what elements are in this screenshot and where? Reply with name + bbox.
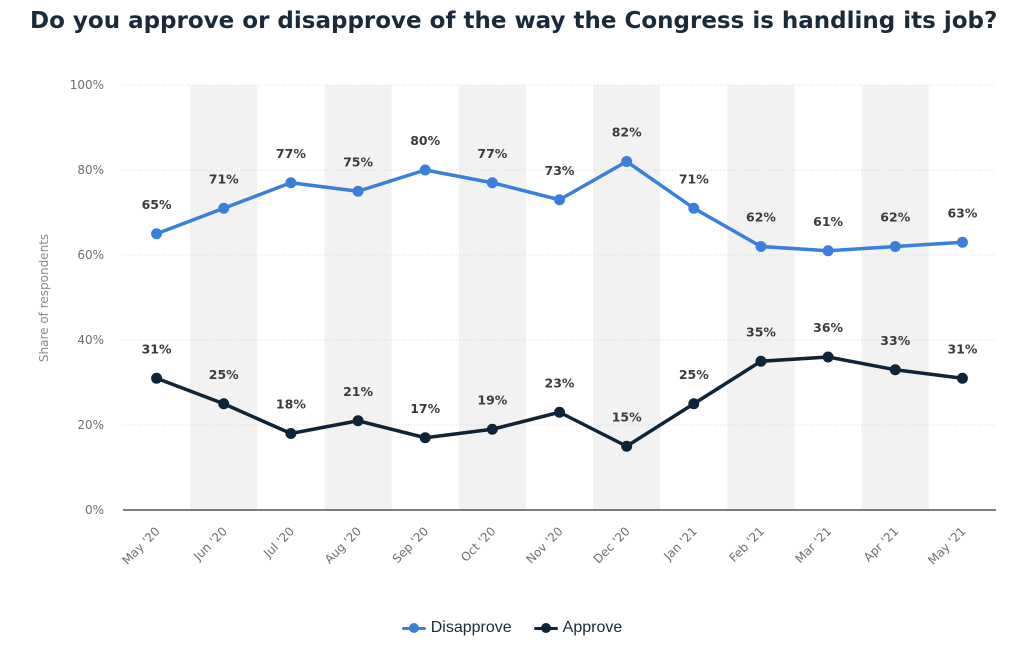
data-label: 80% bbox=[410, 133, 440, 148]
column-band bbox=[861, 85, 929, 510]
data-label: 82% bbox=[612, 125, 642, 140]
y-tick-label: 80% bbox=[77, 163, 104, 177]
x-tick-label: Feb '21 bbox=[726, 524, 767, 565]
x-tick-label: Mar '21 bbox=[792, 524, 834, 566]
data-point[interactable] bbox=[755, 241, 767, 252]
data-point[interactable] bbox=[352, 185, 364, 197]
data-point[interactable] bbox=[755, 355, 767, 367]
series-disapprove: 65% 71% 77% 75% 80% 77% 73% 82% 71% 62% 61% 62% 63% bbox=[142, 125, 978, 257]
data-point[interactable] bbox=[889, 241, 901, 252]
data-label: 17% bbox=[410, 401, 440, 416]
data-label: 15% bbox=[612, 409, 642, 424]
y-tick-label: 40% bbox=[77, 333, 104, 347]
data-label: 71% bbox=[209, 171, 239, 186]
data-label: 77% bbox=[477, 146, 507, 161]
data-label: 71% bbox=[679, 171, 709, 186]
data-label: 77% bbox=[276, 146, 306, 161]
data-point[interactable] bbox=[285, 428, 297, 439]
series-group: 65% 71% 77% 75% 80% 77% 73% 82% 71% 62% 61% 62% 63% 3… bbox=[142, 125, 978, 452]
y-tick-label: 100% bbox=[70, 78, 104, 92]
legend-item-approve[interactable]: Approve bbox=[533, 619, 623, 637]
y-tick-label: 60% bbox=[77, 248, 104, 262]
data-point[interactable] bbox=[285, 177, 297, 189]
data-label: 62% bbox=[746, 210, 776, 225]
legend: Disapprove Approve bbox=[0, 619, 1024, 637]
x-tick-label: Sep '20 bbox=[390, 524, 432, 566]
data-point[interactable] bbox=[822, 245, 834, 257]
x-tick-label: Aug '20 bbox=[322, 524, 364, 566]
column-band bbox=[324, 85, 392, 510]
legend-marker-approve bbox=[533, 622, 558, 634]
column-band bbox=[458, 85, 526, 510]
data-label: 61% bbox=[813, 214, 843, 229]
data-point[interactable] bbox=[419, 164, 431, 176]
column-band bbox=[190, 85, 258, 510]
gridlines bbox=[123, 84, 996, 511]
chart-title: Do you approve or disapprove of the way … bbox=[30, 8, 998, 34]
y-tick-label: 20% bbox=[77, 418, 104, 432]
x-tick-label: Apr '21 bbox=[861, 524, 901, 564]
data-label: 73% bbox=[545, 163, 575, 178]
data-label: 18% bbox=[276, 397, 306, 412]
data-label: 19% bbox=[477, 392, 507, 407]
data-label: 62% bbox=[880, 210, 910, 225]
x-axis-ticks: May '20 Jun '20 Jul '20 Aug '20 Sep '20 Oct '… bbox=[119, 524, 968, 567]
data-label: 31% bbox=[142, 341, 172, 356]
data-point[interactable] bbox=[889, 364, 901, 376]
data-point[interactable] bbox=[151, 228, 163, 240]
x-tick-label: Jun '20 bbox=[190, 524, 230, 564]
y-axis-title: Share of respondents bbox=[37, 234, 51, 362]
data-point[interactable] bbox=[554, 406, 565, 418]
x-tick-label: Jul '20 bbox=[260, 524, 297, 561]
data-point[interactable] bbox=[218, 202, 230, 214]
data-label: 23% bbox=[545, 375, 575, 390]
legend-item-disapprove[interactable]: Disapprove bbox=[401, 619, 512, 637]
data-point[interactable] bbox=[352, 415, 364, 427]
x-tick-label: Dec '20 bbox=[591, 524, 633, 566]
data-label: 65% bbox=[142, 197, 172, 212]
data-label: 36% bbox=[813, 320, 843, 335]
data-label: 25% bbox=[679, 367, 709, 382]
data-point[interactable] bbox=[956, 372, 968, 384]
x-tick-label: Oct '20 bbox=[458, 524, 498, 564]
data-point[interactable] bbox=[218, 398, 230, 410]
data-label: 21% bbox=[343, 384, 373, 399]
data-point[interactable] bbox=[688, 202, 700, 214]
data-label: 63% bbox=[947, 205, 977, 220]
data-point[interactable] bbox=[621, 156, 633, 167]
data-point[interactable] bbox=[486, 177, 498, 189]
column-band bbox=[593, 85, 661, 510]
data-point[interactable] bbox=[419, 432, 431, 444]
data-point[interactable] bbox=[486, 423, 498, 435]
x-tick-label: May '21 bbox=[925, 524, 968, 567]
data-point[interactable] bbox=[621, 440, 633, 452]
legend-label-disapprove: Disapprove bbox=[430, 619, 512, 636]
y-axis-ticks: 0% 20% 40% 60% 80% 100% bbox=[70, 78, 104, 517]
column-band bbox=[727, 85, 795, 510]
data-label: 35% bbox=[746, 324, 776, 339]
data-label: 75% bbox=[343, 154, 373, 169]
y-tick-label: 0% bbox=[85, 503, 104, 517]
x-tick-label: Jan '21 bbox=[660, 524, 700, 564]
data-point[interactable] bbox=[956, 236, 968, 248]
data-point[interactable] bbox=[822, 351, 834, 363]
data-point[interactable] bbox=[554, 194, 565, 206]
data-point[interactable] bbox=[151, 372, 163, 384]
series-approve: 31% 25% 18% 21% 17% 19% 23% 15% 25% 35% 36% 33% 31% bbox=[142, 320, 978, 452]
x-tick-label: Nov '20 bbox=[523, 524, 565, 566]
legend-marker-disapprove bbox=[401, 622, 426, 634]
data-point[interactable] bbox=[688, 398, 700, 410]
line-chart: 0% 20% 40% 60% 80% 100% May '20 Jun '20 Jul '20… bbox=[37, 78, 996, 567]
column-bands bbox=[190, 85, 929, 510]
data-label: 33% bbox=[880, 333, 910, 348]
data-label: 25% bbox=[209, 367, 239, 382]
x-tick-label: May '20 bbox=[119, 524, 162, 567]
legend-label-approve: Approve bbox=[562, 619, 623, 636]
data-label: 31% bbox=[947, 341, 977, 356]
